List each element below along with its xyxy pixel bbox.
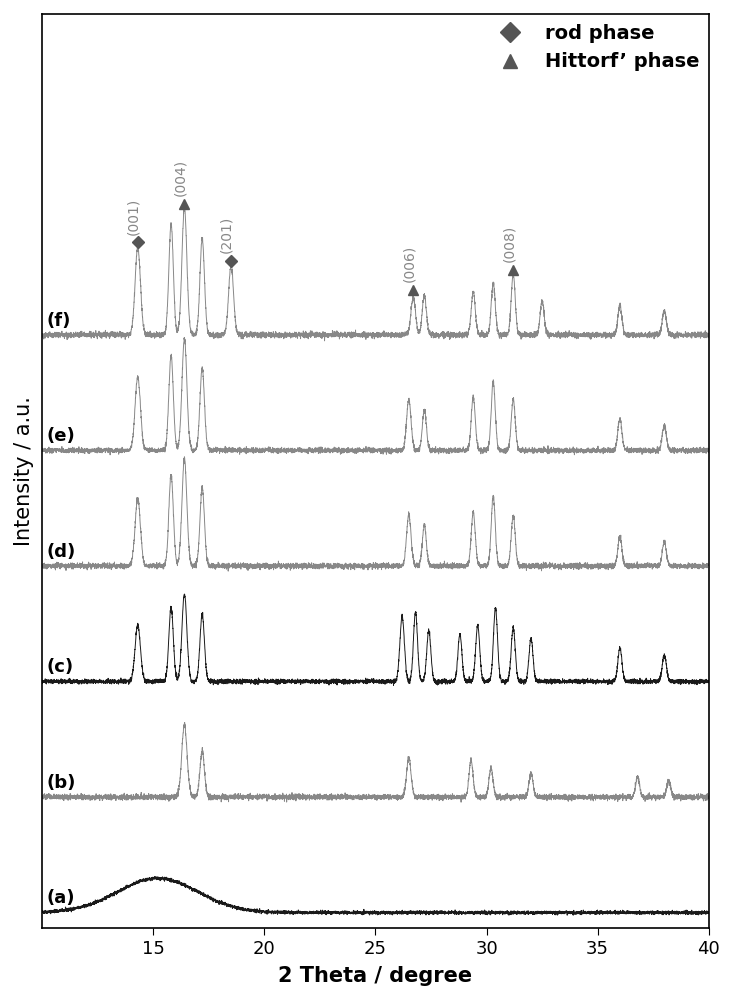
Text: (b): (b) [47,774,76,792]
Text: (004): (004) [173,159,187,196]
Text: (c): (c) [47,658,74,676]
Text: (f): (f) [47,312,71,330]
Text: (006): (006) [401,245,415,282]
Text: (a): (a) [47,889,75,907]
Text: (001): (001) [126,197,140,235]
Y-axis label: Intensity / a.u.: Intensity / a.u. [14,396,34,546]
Text: (d): (d) [47,543,76,561]
Legend: rod phase, Hittorf’ phase: rod phase, Hittorf’ phase [490,24,699,71]
Text: (e): (e) [47,427,76,445]
X-axis label: 2 Theta / degree: 2 Theta / degree [278,966,473,986]
Text: (201): (201) [219,216,233,253]
Text: (008): (008) [502,225,516,262]
